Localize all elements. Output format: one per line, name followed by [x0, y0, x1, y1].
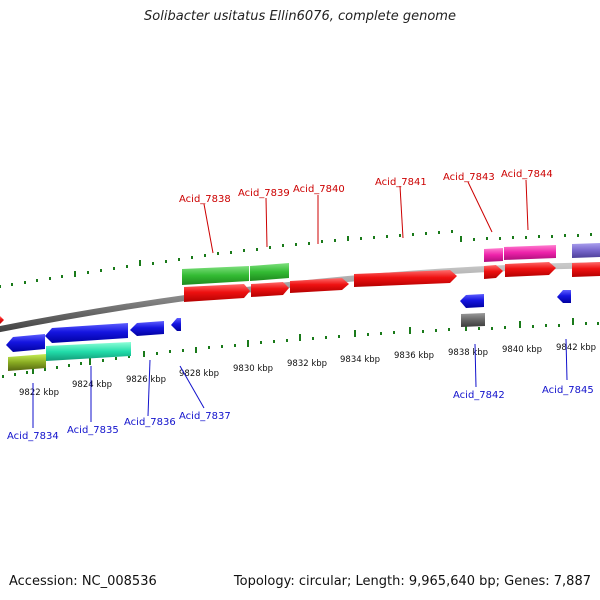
forward-strand: [0, 243, 600, 324]
tick-label: 9830 kbp: [233, 364, 273, 374]
forward-gene-labels: Acid_7838 Acid_7839 Acid_7840 Acid_7841 …: [179, 169, 553, 254]
gene-arrow[interactable]: [572, 262, 600, 277]
tick-label: 9838 kbp: [448, 348, 488, 358]
gene-arrow[interactable]: [6, 334, 45, 352]
tick-label: 9828 kbp: [179, 369, 219, 379]
gene-arrow[interactable]: [8, 354, 46, 371]
gene-arrow[interactable]: [461, 313, 485, 327]
gene-label[interactable]: Acid_7843: [443, 172, 495, 183]
gene-arrow[interactable]: [572, 243, 600, 258]
accession-text: Accession: NC_008536: [9, 574, 157, 589]
gene-arrow[interactable]: [182, 266, 249, 285]
gene-label[interactable]: Acid_7844: [501, 169, 553, 180]
gene-arrow[interactable]: [504, 245, 556, 260]
gene-arrow[interactable]: [171, 318, 181, 331]
gene-arrow[interactable]: [505, 262, 556, 277]
gene-label[interactable]: Acid_7845: [542, 385, 594, 396]
gene-arrow[interactable]: [557, 290, 571, 303]
tick-label: 9836 kbp: [394, 351, 434, 361]
tick-label: 9824 kbp: [72, 380, 112, 390]
gene-label[interactable]: Acid_7842: [453, 390, 505, 401]
gene-arrow[interactable]: [0, 316, 4, 324]
gene-label[interactable]: Acid_7840: [293, 184, 345, 195]
gene-arrow[interactable]: [184, 284, 250, 302]
gene-label[interactable]: Acid_7835: [67, 425, 119, 436]
tick-label: 9840 kbp: [502, 345, 542, 355]
scale-labels: 9822 kbp 9824 kbp 9826 kbp 9828 kbp 9830…: [19, 343, 596, 398]
tick-label: 9832 kbp: [287, 359, 327, 369]
gene-label[interactable]: Acid_7839: [238, 188, 290, 199]
gene-label[interactable]: Acid_7838: [179, 194, 231, 205]
genome-stats-text: Topology: circular; Length: 9,965,640 bp…: [233, 574, 591, 589]
tick-label: 9834 kbp: [340, 355, 380, 365]
gene-arrow[interactable]: [250, 263, 289, 281]
tick-label: 9842 kbp: [556, 343, 596, 353]
map-title: Solibacter usitatus Ellin6076, complete …: [144, 9, 456, 24]
gene-arrow[interactable]: [290, 278, 349, 293]
tick-label: 9826 kbp: [126, 375, 166, 385]
reverse-gene-labels: Acid_7834 Acid_7835 Acid_7836 Acid_7837 …: [7, 338, 594, 442]
gene-label[interactable]: Acid_7834: [7, 431, 59, 442]
lower-tick-row: [2, 318, 599, 378]
gene-arrow[interactable]: [484, 248, 503, 262]
reverse-strand: [6, 290, 571, 371]
gene-arrow[interactable]: [46, 342, 131, 361]
gene-label[interactable]: Acid_7837: [179, 411, 231, 422]
gene-arrow[interactable]: [130, 321, 164, 336]
gene-arrow[interactable]: [460, 294, 484, 308]
upper-tick-row: [0, 230, 592, 288]
tick-label: 9822 kbp: [19, 388, 59, 398]
gene-arrow[interactable]: [45, 323, 128, 343]
gene-label[interactable]: Acid_7836: [124, 417, 176, 428]
gene-arrow[interactable]: [484, 265, 503, 279]
gene-label[interactable]: Acid_7841: [375, 177, 427, 188]
gene-arrow[interactable]: [354, 270, 457, 287]
gene-arrow[interactable]: [251, 282, 289, 297]
